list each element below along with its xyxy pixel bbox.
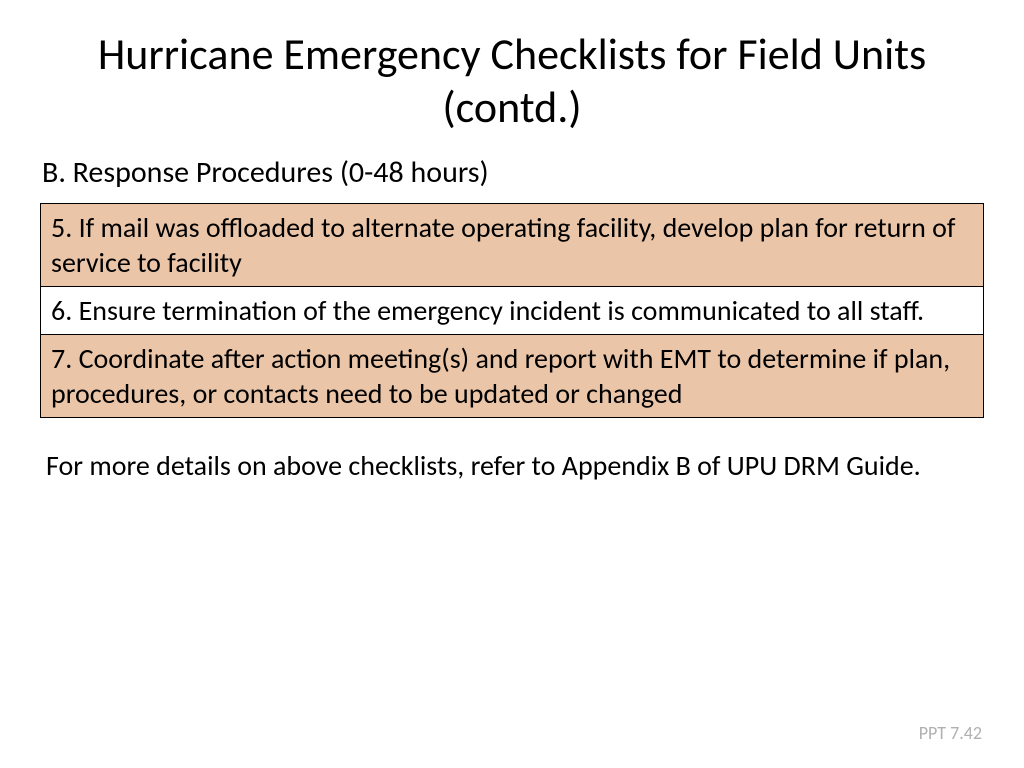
table-row: 7. Coordinate after action meeting(s) an… xyxy=(41,334,984,417)
checklist-table: 5. If mail was offloaded to alternate op… xyxy=(40,203,984,418)
table-row: 5. If mail was offloaded to alternate op… xyxy=(41,203,984,286)
section-subtitle: B. Response Procedures (0-48 hours) xyxy=(40,154,984,191)
slide-title: Hurricane Emergency Checklists for Field… xyxy=(40,28,984,134)
table-cell: 7. Coordinate after action meeting(s) an… xyxy=(41,334,984,417)
slide-number: PPT 7.42 xyxy=(919,722,982,744)
table-cell: 6. Ensure termination of the emergency i… xyxy=(41,286,984,334)
footnote-text: For more details on above checklists, re… xyxy=(40,448,984,483)
table-row: 6. Ensure termination of the emergency i… xyxy=(41,286,984,334)
table-cell: 5. If mail was offloaded to alternate op… xyxy=(41,203,984,286)
slide-container: Hurricane Emergency Checklists for Field… xyxy=(0,0,1024,768)
